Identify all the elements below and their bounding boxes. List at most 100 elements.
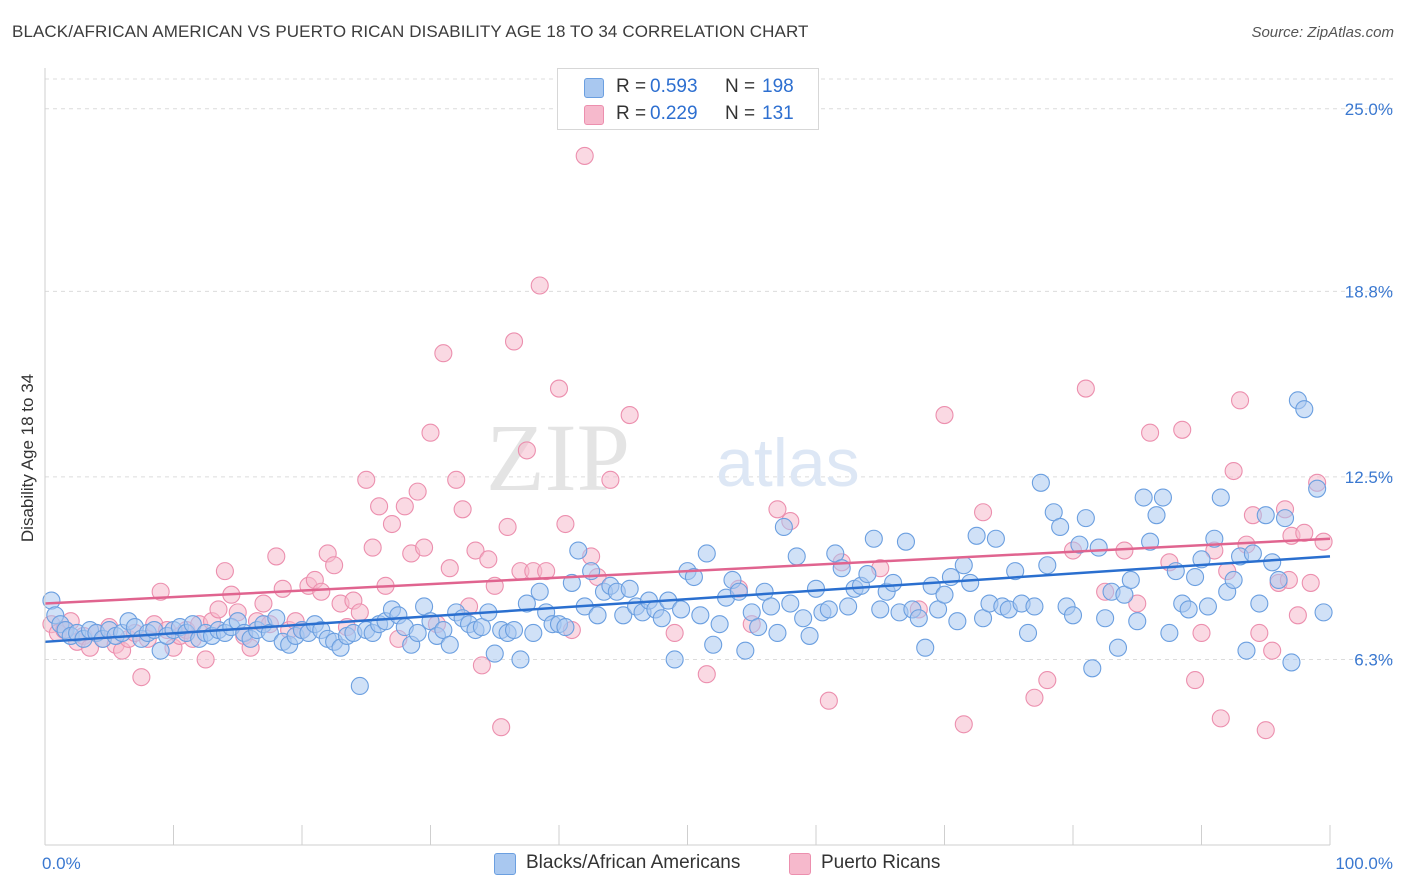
pink-point [1295,523,1314,542]
blue-point [916,638,935,657]
blue-point [781,594,800,613]
y-tick-label: 18.8% [1345,282,1393,301]
blue-point [1076,509,1095,528]
pink-point [447,470,466,489]
pink-point [472,656,491,675]
pink-point [267,547,286,566]
blue-point [864,529,883,548]
pink-point [395,497,414,516]
pink-point [1256,721,1275,740]
blue-point [1025,597,1044,616]
blue-point [768,623,787,643]
blue-point [704,635,723,654]
trend-line-puerto-ricans [44,537,1331,605]
pink-point [973,503,993,522]
chart-title: BLACK/AFRICAN AMERICAN VS PUERTO RICAN D… [12,22,809,41]
blue-point [665,650,684,669]
blue-point [774,517,793,537]
blue-point [517,594,536,613]
pink-point [1186,671,1205,690]
pink-point [350,603,369,622]
legend-row-puerto-ricans: R = 0.229 N = 131 [558,102,818,126]
blue-point [871,600,890,619]
pink-point [1038,671,1057,690]
pink-point [415,538,434,557]
pink-point [665,623,684,643]
bottom-legend-label: Blacks/African Americans [526,852,741,873]
blue-point [986,529,1005,548]
pink-point [421,423,440,442]
pink-point [1250,623,1269,643]
pink-point [132,668,151,687]
legend-swatch-blue [584,78,604,98]
blue-point [1153,488,1172,507]
blue-point [556,618,575,637]
blue-point [1096,609,1115,628]
pink-point [620,406,639,425]
blue-point [884,573,903,592]
pink-point [408,482,427,501]
blue-point [614,606,633,625]
blue-point [839,597,858,616]
blue-point [562,573,581,592]
trend-lines [44,537,1331,644]
pink-point [954,715,973,734]
pink-point [601,470,620,489]
blue-point [1006,562,1025,581]
blue-point [1256,506,1275,525]
blue-point [1275,509,1295,528]
blue-point [749,618,768,637]
blue-point [485,644,504,663]
blue-point [1224,570,1243,590]
pink-point [556,514,575,534]
x-tick-label: 100.0% [1335,854,1393,873]
legend-row-blacks: R = 0.593 N = 198 [558,75,818,99]
blue-point [408,623,427,643]
blue-point [1141,532,1160,551]
legend-n-label: N = [725,103,756,124]
legend-r-value: 0.593 [650,76,698,97]
blue-point [350,676,369,696]
blue-point [1063,606,1083,625]
blue-point [819,600,838,619]
blue-point [800,626,819,645]
pink-point [151,582,170,601]
blue-point [588,606,607,625]
pink-point [768,500,787,519]
blue-point [511,650,530,669]
pink-point [357,470,376,489]
blue-point [948,612,967,631]
pink-point [1231,391,1250,410]
bottom-legend-swatch-pink [789,853,811,875]
pink-point [1141,423,1160,442]
x-tick-label: 0.0% [42,854,81,873]
blue-point [736,641,755,660]
blue-point [710,615,729,634]
pink-point [504,332,524,351]
series-puerto-ricans [42,146,1333,740]
blue-point [530,582,549,601]
y-tick-label: 12.5% [1345,468,1393,487]
pink-point [1314,532,1333,551]
blue-point [504,620,524,640]
pink-point [215,562,234,581]
blue-point [1314,603,1333,622]
watermark-zip: ZIP [486,404,630,511]
pink-point [498,517,517,537]
blue-point [1051,517,1070,537]
blue-point [909,609,928,628]
blue-point [524,623,543,643]
blue-point [967,526,986,545]
blue-point [1295,400,1314,419]
pink-point [479,550,498,569]
y-tick-label: 6.3% [1354,650,1393,669]
pink-point [382,514,402,534]
legend-r-label: R = [616,76,647,97]
blue-point [569,541,588,560]
pink-point [530,276,549,295]
watermark: ZIP atlas [486,404,860,511]
blue-point [1198,597,1217,616]
series-blacks-african-americans [42,391,1333,696]
source-label: Source: ZipAtlas.com [1251,24,1394,41]
